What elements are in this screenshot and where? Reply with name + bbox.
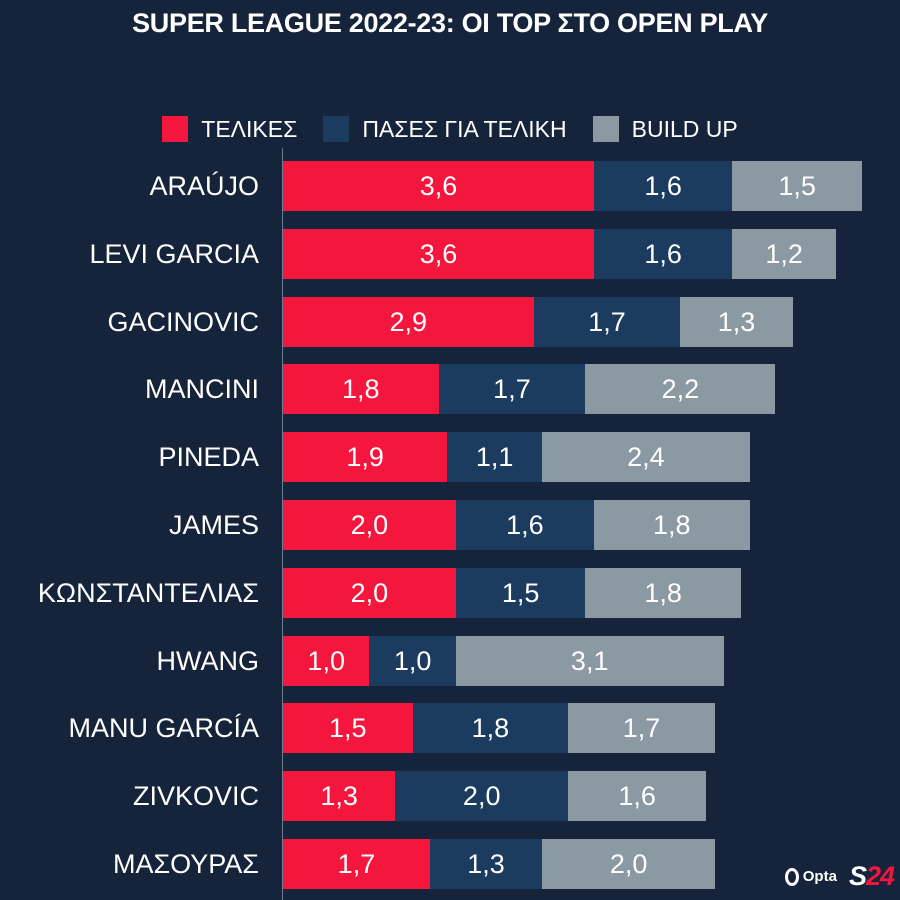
bar-build-up-gacinovic: 1,3 (680, 296, 793, 347)
legend: ΤΕΛΙΚΕΣ ΠΑΣΕΣ ΓΙΑ ΤΕΛΙΚΗ BUILD UP (0, 114, 900, 144)
bar-build-up-μασουρας: 2,0 (542, 839, 715, 889)
bar-shots-μασουρας: 1,7 (283, 839, 430, 889)
bar-key-passes-pineda: 1,1 (447, 432, 543, 483)
bar-shots-κωνσταντελιας: 2,0 (283, 567, 456, 618)
category-label: JAMES (168, 510, 259, 540)
bar-shots-mancini: 1,8 (283, 364, 439, 415)
category-label: ΜΑΣΟΥΡΑΣ (112, 849, 259, 879)
logos: Opta S24 (784, 861, 895, 892)
legend-item-shots: ΤΕΛΙΚΕΣ (162, 116, 297, 143)
category-label: PINEDA (158, 442, 259, 473)
bar-shots-james: 2,0 (283, 500, 456, 550)
category-label: MANU GARCÍA (68, 713, 259, 744)
bar-shots-zivkovic: 1,3 (283, 771, 396, 822)
bar-shots-manu-garcia: 1,5 (283, 703, 413, 754)
s24-logo-letter: S (848, 861, 867, 891)
legend-label-shots: ΤΕΛΙΚΕΣ (201, 115, 298, 142)
category-axis-line (282, 148, 283, 900)
bar-build-up-manu-garcia: 1,7 (568, 703, 715, 754)
s24-logo: S24 (848, 861, 895, 892)
legend-item-key-passes: ΠΑΣΕΣ ΓΙΑ ΤΕΛΙΚΗ (323, 115, 567, 143)
bar-build-up-mancini: 2,2 (585, 364, 776, 415)
bar-shots-levi-garcia: 3,6 (283, 228, 594, 279)
opta-logo-icon (784, 867, 799, 886)
legend-swatch-shots (162, 116, 189, 142)
bar-build-up-κωνσταντελιας: 1,8 (585, 567, 741, 618)
legend-label-key-passes: ΠΑΣΕΣ ΓΙΑ ΤΕΛΙΚΗ (362, 115, 567, 142)
bar-key-passes-gacinovic: 1,7 (533, 296, 681, 347)
bar-build-up-levi-garcia: 1,2 (732, 228, 836, 279)
bar-build-up-araujo: 1,5 (732, 161, 862, 211)
s24-logo-number: 24 (865, 861, 895, 891)
bar-key-passes-κωνσταντελιας: 1,5 (455, 567, 586, 618)
bar-build-up-hwang: 3,1 (455, 635, 724, 686)
category-label: ΚΩΝΣΤΑΝΤΕΛΙΑΣ (37, 577, 259, 608)
category-label: MANCINI (145, 374, 259, 405)
bar-key-passes-zivkovic: 2,0 (395, 771, 569, 822)
category-label: LEVI GARCIA (89, 238, 259, 269)
legend-label-build-up: BUILD UP (631, 115, 738, 142)
chart-title: SUPER LEAGUE 2022-23: ΟΙ TOP ΣΤΟ OPEN PL… (132, 8, 768, 38)
bar-build-up-zivkovic: 1,6 (568, 771, 707, 822)
opta-logo: Opta (784, 867, 837, 886)
bar-shots-pineda: 1,9 (283, 432, 448, 483)
legend-swatch-build-up (592, 116, 619, 142)
legend-swatch-key-passes (323, 116, 350, 142)
legend-item-build-up: BUILD UP (592, 115, 738, 143)
bar-key-passes-hwang: 1,0 (369, 635, 456, 686)
category-label: ARAÚJO (149, 171, 259, 201)
bar-key-passes-araujo: 1,6 (594, 161, 733, 211)
bar-build-up-pineda: 2,4 (542, 432, 750, 483)
bar-shots-gacinovic: 2,9 (283, 296, 534, 347)
bar-key-passes-mancini: 1,7 (438, 364, 586, 415)
category-label: GACINOVIC (107, 306, 259, 337)
bar-key-passes-μασουρας: 1,3 (429, 839, 543, 889)
bar-shots-hwang: 1,0 (283, 635, 370, 686)
opta-logo-text: Opta (802, 868, 837, 885)
category-label: ZIVKOVIC (132, 781, 259, 812)
bar-key-passes-manu-garcia: 1,8 (412, 703, 569, 754)
bar-key-passes-levi-garcia: 1,6 (594, 228, 733, 279)
bar-key-passes-james: 1,6 (455, 500, 594, 550)
category-label: HWANG (156, 645, 260, 676)
bar-build-up-james: 1,8 (594, 500, 750, 550)
bar-shots-araujo: 3,6 (283, 161, 594, 211)
